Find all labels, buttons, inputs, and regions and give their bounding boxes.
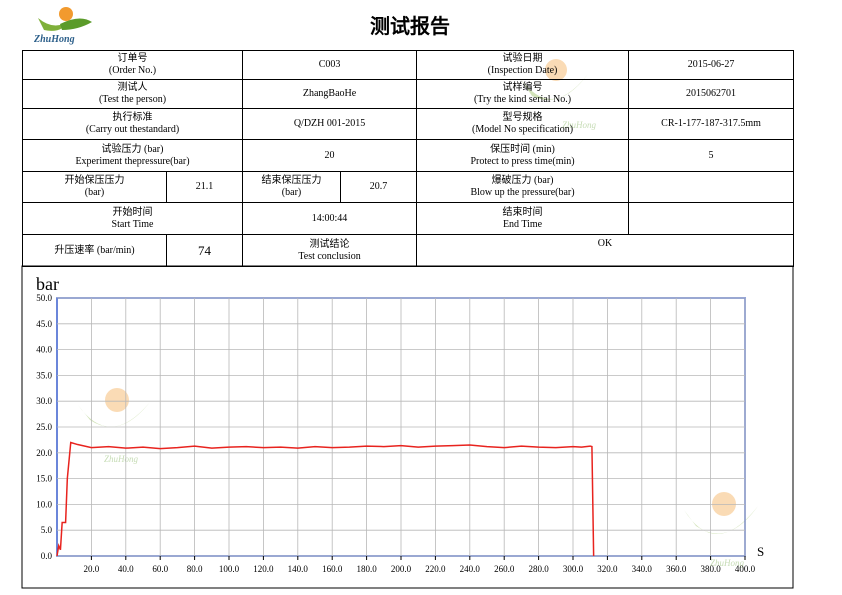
value-cell: 20 — [242, 139, 418, 172]
label-cell: 开始保压压力 (bar) — [22, 171, 167, 203]
x-tick-label: 220.0 — [425, 564, 446, 574]
x-tick-label: 60.0 — [152, 564, 168, 574]
label-cell: 型号规格 (Model No specification) — [416, 108, 630, 140]
y-tick-label: 30.0 — [36, 396, 52, 406]
x-tick-label: 240.0 — [460, 564, 481, 574]
value-cell: 2015062701 — [628, 79, 795, 109]
label-cell: 订单号 (Order No.) — [21, 50, 244, 80]
watermark-text: ZhuHong — [104, 454, 139, 464]
value-cell: OK — [416, 234, 795, 267]
empty-cell — [628, 171, 795, 203]
y-tick-label: 10.0 — [36, 499, 52, 509]
x-tick-label: 120.0 — [253, 564, 274, 574]
label-cell: 爆破压力 (bar) Blow up the pressure(bar) — [416, 171, 630, 203]
x-tick-label: 260.0 — [494, 564, 515, 574]
x-tick-label: 140.0 — [288, 564, 309, 574]
label-cell: 试验压力 (bar) Experiment thepressure(bar) — [21, 139, 244, 172]
logo: ZhuHong — [33, 7, 92, 45]
x-axis-label: S — [757, 544, 764, 559]
value-cell: 21.1 — [165, 171, 244, 203]
label-cell: 结束时间 End Time — [416, 202, 630, 235]
value-cell: 74 — [165, 234, 244, 267]
value-cell: 20.7 — [340, 171, 418, 203]
value-cell: ZhangBaoHe — [242, 79, 418, 109]
page-title: 测试报告 — [370, 14, 450, 38]
x-tick-label: 400.0 — [735, 564, 756, 574]
value-cell: 14:00:44 — [242, 202, 418, 235]
x-tick-label: 280.0 — [528, 564, 549, 574]
info-table: 订单号 (Order No.) C003 试验日期 (Inspection Date… — [21, 50, 795, 267]
label-cell: 结束保压压力 (bar) — [242, 171, 342, 203]
y-tick-label: 50.0 — [36, 293, 52, 303]
empty-cell — [628, 202, 795, 235]
x-tick-label: 80.0 — [187, 564, 203, 574]
label-cell: 执行标准 (Carry out thestandard) — [21, 108, 244, 140]
x-tick-label: 40.0 — [118, 564, 134, 574]
x-tick-label: 300.0 — [563, 564, 584, 574]
x-tick-label: 200.0 — [391, 564, 412, 574]
x-tick-label: 340.0 — [632, 564, 653, 574]
label-cell: 开始时间 Start Time — [21, 202, 244, 235]
value-cell: Q/DZH 001-2015 — [242, 108, 418, 140]
y-tick-label: 25.0 — [36, 422, 52, 432]
x-tick-label: 380.0 — [700, 564, 721, 574]
y-tick-label: 0.0 — [41, 551, 53, 561]
x-tick-label: 160.0 — [322, 564, 343, 574]
value-cell: C003 — [242, 50, 418, 80]
label-cell: 试样编号 (Try the kind serial No.) — [416, 79, 630, 109]
label-cell: 保压时间 (min) Protect to press time(min) — [416, 139, 630, 172]
y-axis-label: bar — [36, 274, 59, 294]
x-tick-label: 360.0 — [666, 564, 687, 574]
value-cell: 5 — [628, 139, 795, 172]
x-tick-label: 20.0 — [84, 564, 100, 574]
logo-text: ZhuHong — [33, 34, 75, 45]
y-tick-label: 15.0 — [36, 474, 52, 484]
y-tick-label: 20.0 — [36, 448, 52, 458]
label-cell: 升压速率 (bar/min) — [22, 234, 167, 267]
x-tick-label: 100.0 — [219, 564, 240, 574]
label-cell: 试验日期 (Inspection Date) — [416, 50, 630, 80]
x-tick-label: 320.0 — [597, 564, 618, 574]
y-tick-label: 40.0 — [36, 345, 52, 355]
data-line — [56, 441, 595, 557]
value-cell: CR-1-177-187-317.5mm — [628, 108, 795, 140]
y-tick-label: 35.0 — [36, 370, 52, 380]
label-cell: 测试人 (Test the person) — [21, 79, 244, 109]
y-tick-label: 5.0 — [41, 525, 53, 535]
y-tick-label: 45.0 — [36, 319, 52, 329]
x-tick-label: 180.0 — [356, 564, 377, 574]
label-cell: 测试结论 Test conclusion — [242, 234, 418, 267]
value-cell: 2015-06-27 — [628, 50, 795, 80]
watermark-text: ZhuHong — [710, 558, 745, 568]
